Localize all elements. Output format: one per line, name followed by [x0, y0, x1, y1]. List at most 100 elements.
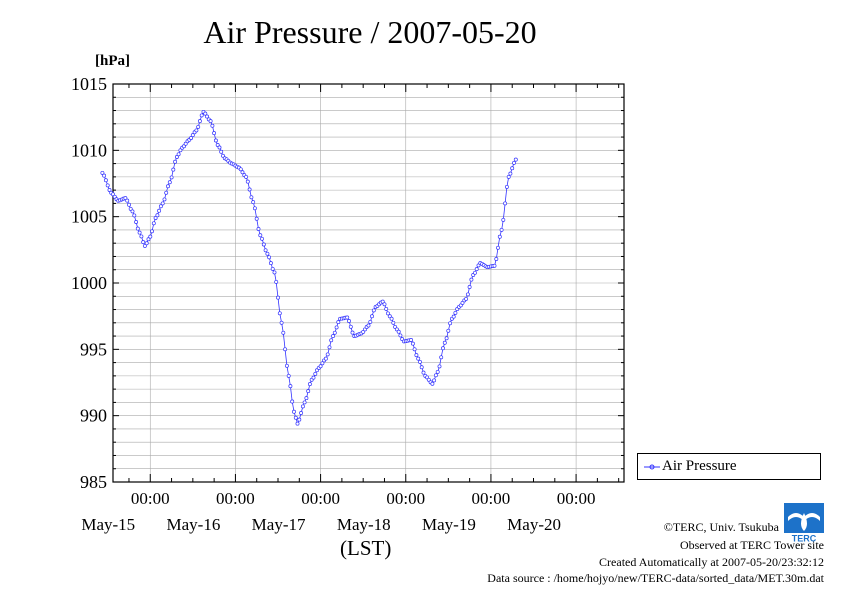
- credit-created: Created Automatically at 2007-05-20/23:3…: [599, 555, 824, 569]
- data-point: [197, 119, 202, 124]
- data-point: [251, 200, 256, 205]
- data-point: [208, 119, 213, 124]
- data-point: [350, 330, 355, 335]
- data-point: [245, 179, 250, 184]
- x-tick-label-time: 00:00: [386, 489, 425, 508]
- y-tick-labels: 985 990 995 1000 1005 1010 1015: [71, 74, 107, 492]
- data-point: [125, 198, 130, 203]
- data-point: [332, 330, 337, 335]
- data-point: [215, 143, 220, 147]
- legend-label: Air Pressure: [662, 458, 737, 474]
- y-tick-label: 1000: [71, 273, 107, 293]
- data-point: [281, 330, 286, 335]
- data-point: [512, 160, 516, 165]
- data-point: [134, 220, 139, 224]
- data-point: [430, 381, 435, 386]
- data-point: [325, 352, 330, 357]
- data-point: [410, 341, 415, 346]
- data-point: [418, 359, 422, 364]
- data-point: [329, 338, 334, 343]
- data-point: [256, 227, 261, 231]
- data-point: [276, 295, 280, 300]
- data-point: [426, 377, 431, 382]
- data-point: [504, 184, 509, 189]
- data-point: [336, 320, 341, 325]
- credit-copyright: ©TERC, Univ. Tsukuba: [663, 520, 779, 534]
- legend: Air Pressure: [637, 453, 821, 480]
- data-point: [327, 345, 332, 350]
- data-point: [174, 155, 179, 159]
- data-point: [513, 157, 518, 162]
- data-point: [293, 415, 298, 420]
- data-point: [416, 356, 421, 361]
- data-point: [189, 136, 194, 140]
- data-point: [345, 315, 350, 320]
- data-point: [347, 319, 351, 323]
- x-tick-label-time: 00:00: [557, 489, 596, 508]
- data-point: [213, 138, 218, 143]
- data-point: [508, 171, 513, 176]
- legend-marker-icon: [644, 464, 660, 470]
- data-point: [103, 178, 108, 183]
- data-point: [219, 149, 224, 154]
- data-point: [254, 216, 259, 221]
- data-point: [299, 411, 304, 415]
- data-point: [286, 373, 291, 378]
- y-tick-label: 985: [80, 472, 107, 492]
- x-tick-label-date: May-16: [167, 515, 221, 534]
- data-point: [183, 141, 188, 146]
- x-tick-label-time: 00:00: [131, 489, 170, 508]
- data-point: [506, 174, 511, 179]
- data-point: [210, 123, 215, 128]
- data-point: [290, 399, 295, 404]
- x-tick-label-date: May-19: [422, 515, 476, 534]
- data-point: [439, 355, 444, 360]
- data-point: [205, 114, 209, 119]
- data-point: [263, 248, 268, 253]
- data-point: [194, 128, 199, 133]
- data-point: [473, 270, 477, 275]
- data-point: [260, 236, 264, 241]
- data-point: [361, 329, 366, 334]
- data-point: [283, 347, 288, 352]
- y-tick-label: 1010: [71, 140, 107, 160]
- y-tick-label: 1015: [71, 74, 107, 94]
- data-point: [300, 404, 305, 409]
- data-point: [244, 174, 249, 179]
- data-point: [387, 314, 392, 319]
- data-point: [348, 324, 353, 329]
- data-point: [444, 336, 449, 341]
- data-point: [217, 145, 222, 150]
- series-air-pressure: [100, 109, 518, 426]
- data-point: [323, 356, 328, 361]
- data-point: [190, 133, 195, 138]
- data-point: [302, 400, 307, 405]
- data-point: [176, 152, 181, 157]
- y-axis-unit-label: [hPa]: [95, 53, 130, 69]
- x-tick-label-time: 00:00: [472, 489, 511, 508]
- data-point: [460, 300, 465, 305]
- data-point: [306, 389, 311, 394]
- data-point: [366, 323, 371, 328]
- axis-ticks: [113, 83, 624, 483]
- data-point: [279, 320, 284, 325]
- data-point: [318, 364, 323, 369]
- data-point: [412, 347, 417, 352]
- data-point: [503, 201, 508, 206]
- data-point: [510, 166, 515, 171]
- data-point: [497, 234, 502, 239]
- data-point: [284, 363, 289, 368]
- data-point: [441, 346, 445, 351]
- data-point: [155, 213, 160, 218]
- credit-data-source: Data source : /home/hojyo/new/TERC-data/…: [487, 571, 824, 585]
- data-point: [107, 188, 112, 192]
- data-point: [105, 183, 110, 188]
- data-point: [160, 201, 165, 206]
- data-point: [221, 153, 225, 158]
- data-point: [196, 124, 201, 129]
- data-point: [130, 209, 135, 214]
- data-point: [409, 338, 414, 342]
- data-point: [398, 333, 403, 338]
- data-point: [382, 302, 387, 307]
